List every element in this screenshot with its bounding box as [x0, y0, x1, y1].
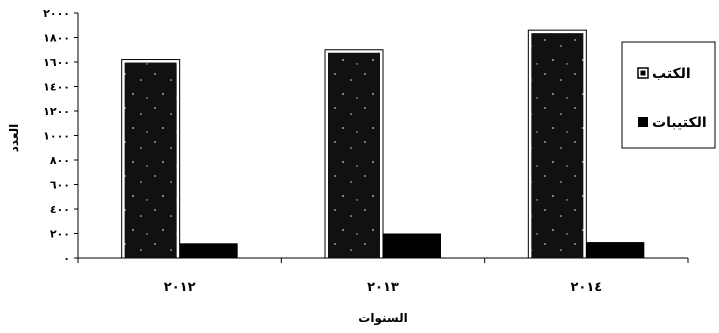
legend-label-booklets: الكتيبات — [652, 115, 707, 131]
x-axis-ticks — [78, 258, 688, 263]
legend-box — [622, 42, 715, 148]
x-tick-label: ٢٠١٢ — [164, 280, 196, 295]
x-tick-label: ٢٠١٤ — [570, 280, 602, 295]
y-tick-label: ٦٠٠ — [50, 179, 70, 192]
y-tick-label: ١٦٠٠ — [43, 56, 70, 69]
bar-booklets — [383, 234, 441, 259]
bar-booklets — [586, 242, 644, 258]
y-tick-label: ١٢٠٠ — [43, 105, 70, 118]
y-tick-label: ١٤٠٠ — [43, 81, 70, 94]
bar-books — [125, 63, 177, 258]
bar-booklets — [180, 243, 238, 258]
x-axis-labels: ٢٠١٢ ٢٠١٣ ٢٠١٤ — [164, 280, 602, 295]
legend: الكتب الكتيبات — [622, 42, 715, 148]
bar-books — [531, 33, 583, 258]
y-tick-label: ٢٠٠٠ — [43, 7, 70, 20]
y-tick-label: ٠ — [63, 252, 70, 265]
bars-group — [122, 30, 645, 258]
x-tick-label: ٢٠١٣ — [367, 280, 399, 295]
bar-books — [328, 53, 380, 258]
legend-label-books: الكتب — [652, 66, 691, 82]
y-axis-ticks: ٠ ٢٠٠ ٤٠٠ ٦٠٠ ٨٠٠ ١٠٠٠ ١٢٠٠ ١٤٠٠ ١٦٠٠ ١٨٠٠ ٢٠٠٠ — [43, 7, 78, 265]
y-tick-label: ١٠٠٠ — [43, 130, 70, 143]
y-tick-label: ٢٠٠ — [50, 228, 70, 241]
x-axis-title: السنوات — [358, 311, 407, 326]
y-tick-label: ١٨٠٠ — [43, 32, 70, 45]
legend-swatch-booklets — [638, 117, 648, 127]
y-tick-label: ٨٠٠ — [50, 154, 70, 167]
y-tick-label: ٤٠٠ — [50, 203, 70, 216]
y-axis-title: العدد — [7, 124, 21, 152]
legend-swatch-books-inner — [641, 71, 646, 76]
